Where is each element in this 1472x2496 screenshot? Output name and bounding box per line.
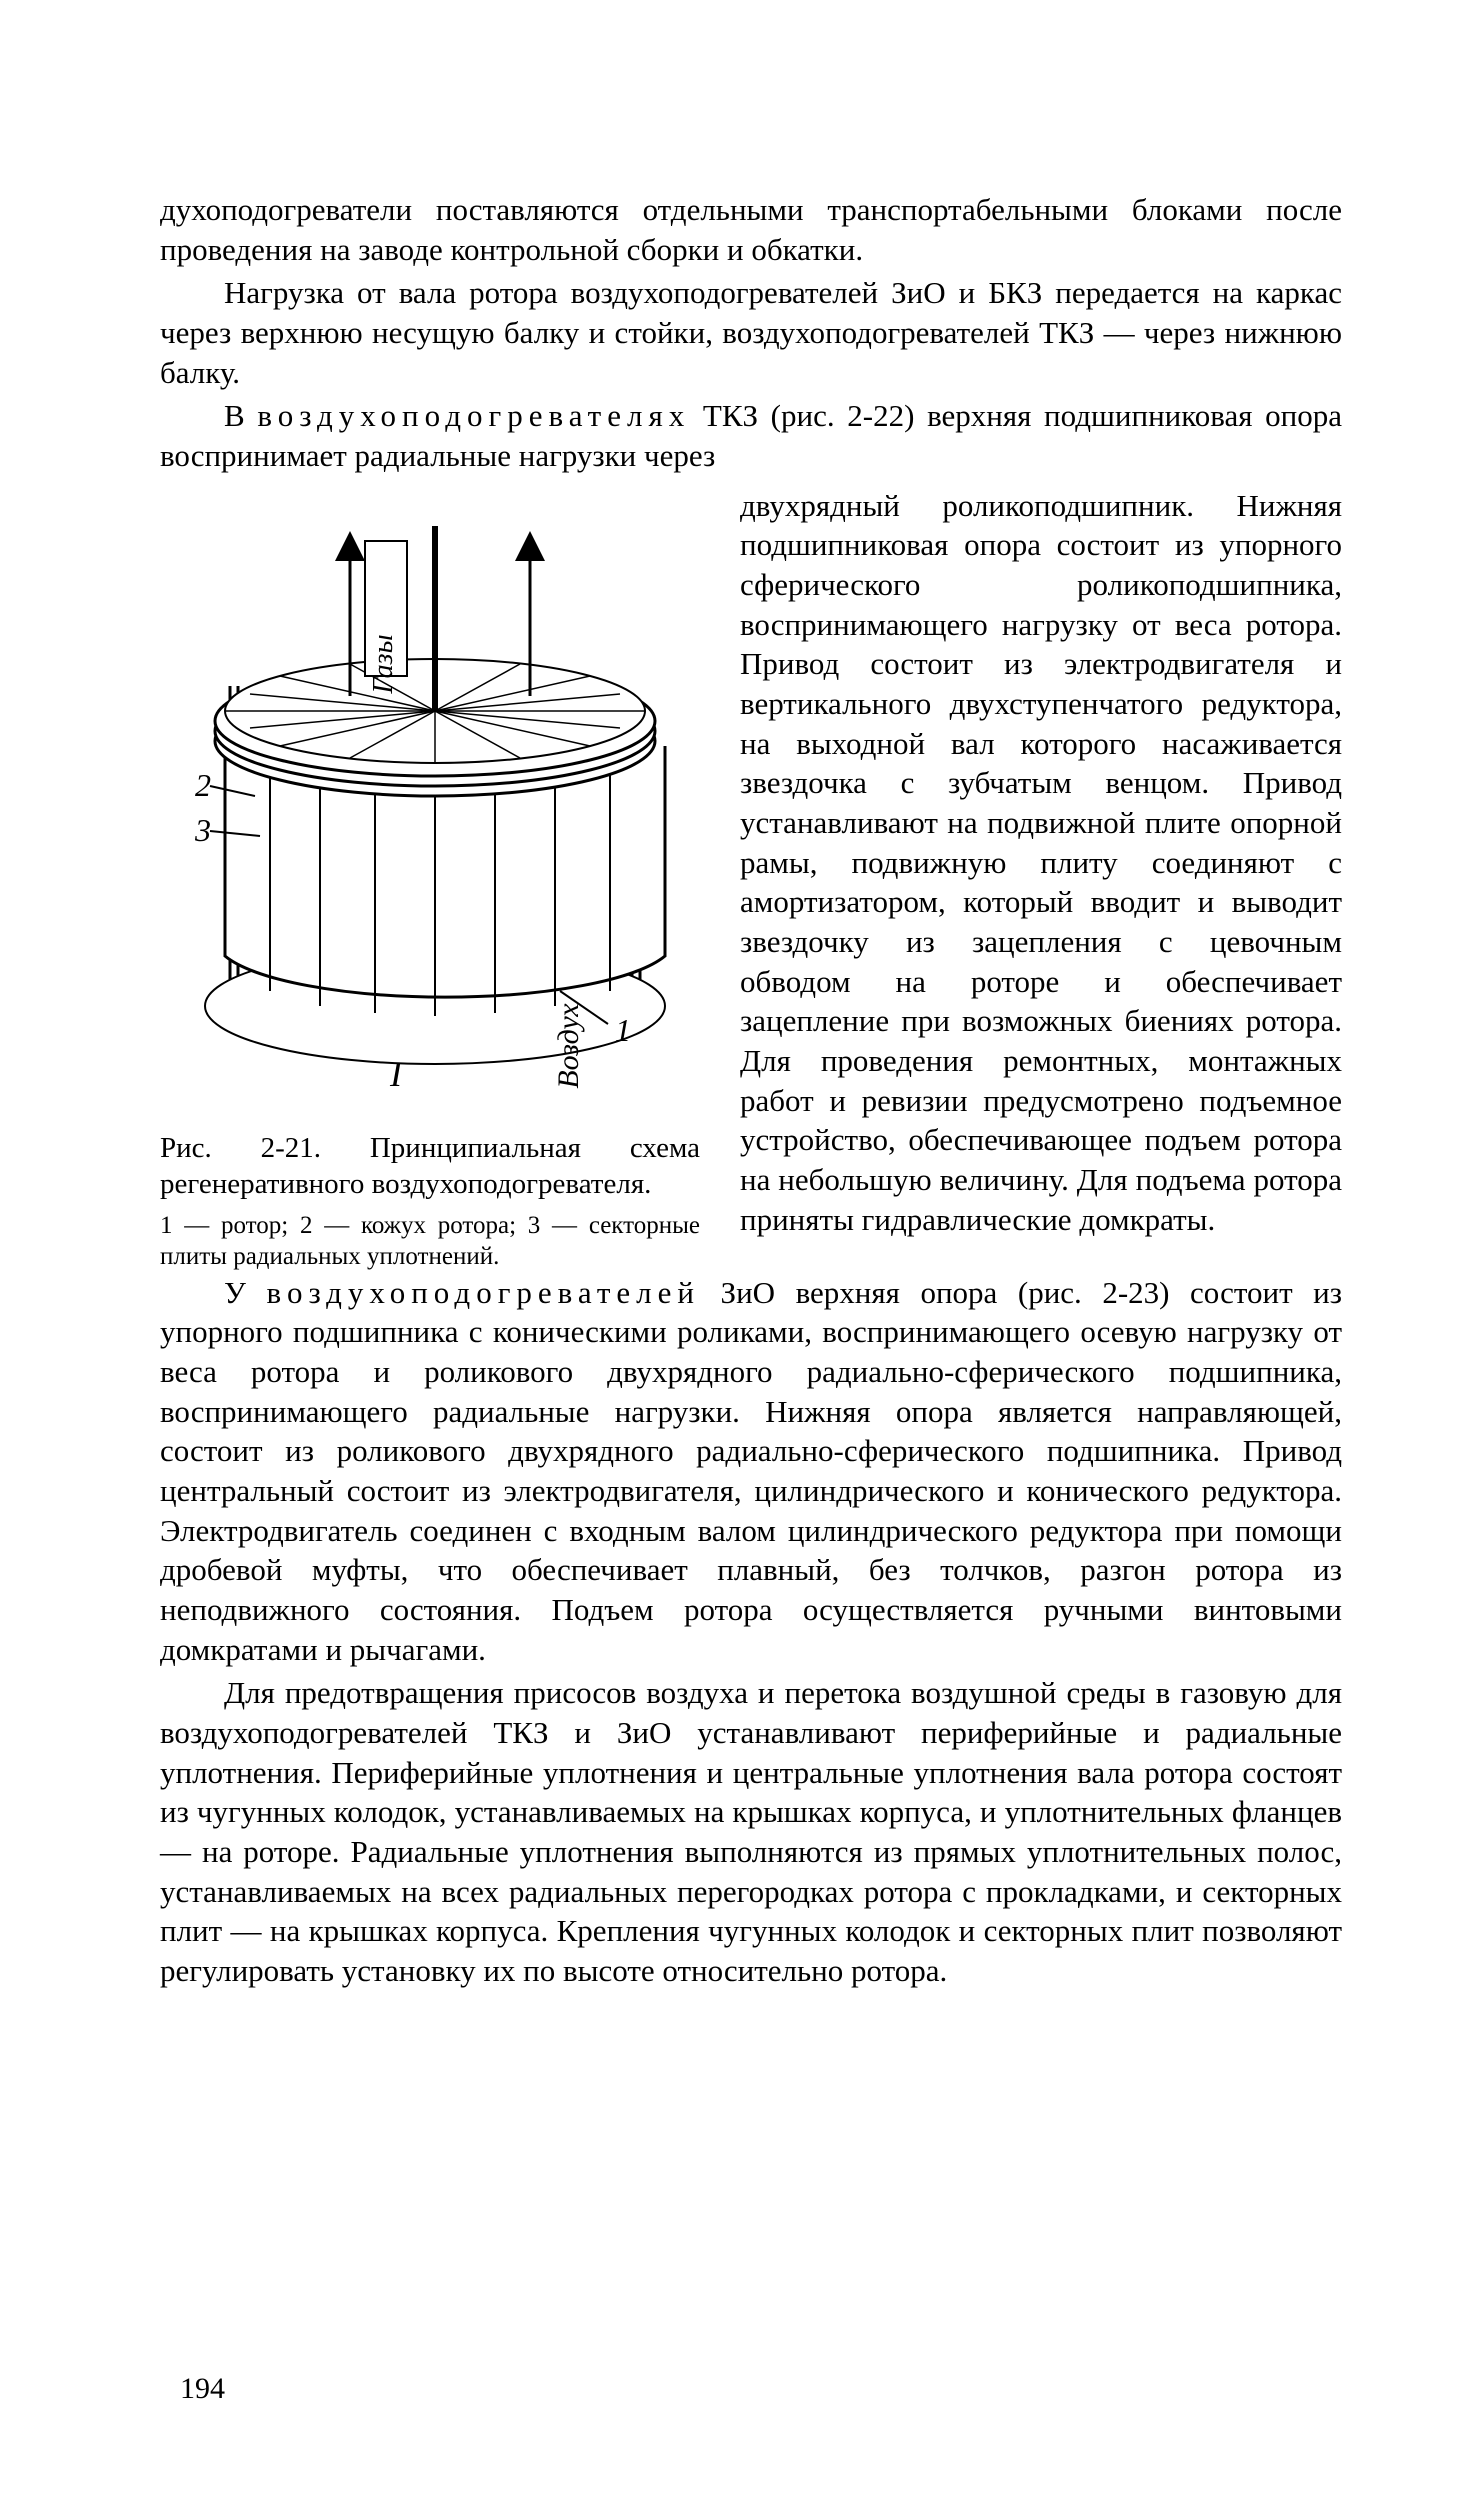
right-column-text: двухрядный роликоподшипник. Нижняя подши… [740,486,1342,1240]
right-column: двухрядный роликоподшипник. Нижняя подши… [740,486,1342,1273]
paragraph-5: Для предотвращения присосов воздуха и пе… [160,1673,1342,1990]
callout-I: I [389,1054,404,1094]
paragraph-1: духоподогреватели поставляются отдельным… [160,190,1342,269]
page: духоподогреватели поставляются отдельным… [0,0,1472,2496]
paragraph-3-lead: В воздухоподогревателях ТКЗ (рис. 2-22) … [160,396,1342,475]
figure-column: Газы Воздух 2 3 1 I Рис. 2-21. Принципиа… [160,486,700,1273]
label-gases: Газы [368,634,399,694]
page-number: 194 [180,2372,225,2406]
figure-2-21: Газы Воздух 2 3 1 I [160,486,700,1106]
two-column-region: Газы Воздух 2 3 1 I Рис. 2-21. Принципиа… [160,486,1342,1273]
callout-2: 2 [195,767,211,803]
para4-spaced: воздухоподогревателей [267,1275,700,1310]
para4-pre: У [224,1275,267,1310]
para3-pre: В [224,398,257,433]
label-air: Воздух [552,1002,585,1088]
paragraph-4: У воздухоподогревателей ЗиО верхняя опор… [160,1273,1342,1670]
para3-spaced: воздухоподогревателях [257,398,690,433]
figure-caption: Рис. 2-21. Принципиальная схема регенера… [160,1130,700,1203]
paragraph-2: Нагрузка от вала ротора воздухоподогрева… [160,273,1342,392]
figure-legend: 1 — ротор; 2 — кожух ротора; 3 — секторн… [160,1210,700,1273]
callout-1: 1 [615,1012,631,1048]
callout-3: 3 [194,812,211,848]
para4-post: ЗиО верхняя опора (рис. 2-23) состоит из… [160,1275,1342,1667]
